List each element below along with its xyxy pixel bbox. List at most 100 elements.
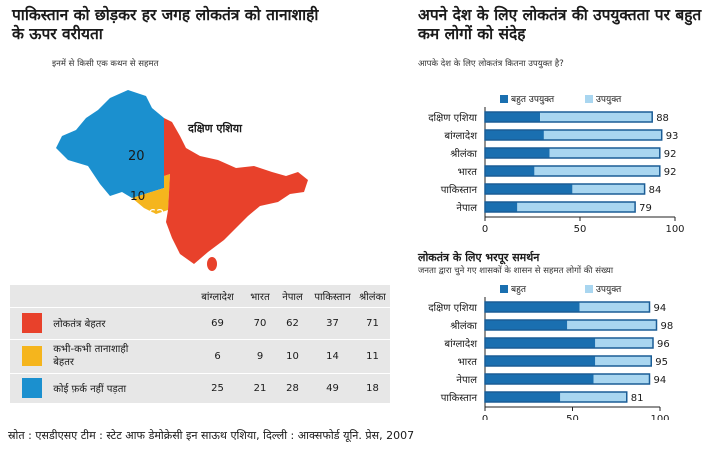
table-cell: 62 <box>286 317 299 329</box>
category-label: पाकिस्तान <box>441 392 478 404</box>
bar-segment-light <box>543 130 662 140</box>
bar-total-label: 95 <box>655 357 668 368</box>
bar-segment-dark <box>485 320 568 330</box>
bar-total-label: 93 <box>666 131 679 142</box>
bar-segment-light <box>595 338 653 348</box>
bar-outline <box>484 201 636 213</box>
bar-outline <box>484 337 654 349</box>
category-label: नेपाल <box>456 374 477 386</box>
map-region-yellow <box>132 174 170 214</box>
bar-total-label: 84 <box>649 185 662 196</box>
map-value-blue: 20 <box>128 149 145 164</box>
legend-swatch-blue <box>22 378 42 399</box>
bar-segment-dark <box>485 130 544 140</box>
bar-outline <box>484 129 663 141</box>
map-value-red: 62 <box>148 208 165 223</box>
legend-swatch-yellow <box>22 346 42 366</box>
bar-segment-light <box>540 112 653 122</box>
table-cell: 18 <box>366 382 379 394</box>
bar-segment-dark <box>485 392 561 402</box>
bar-total-label: 98 <box>661 321 674 332</box>
left-subtitle: इनमें से किसी एक कथन से सहमत <box>52 59 159 69</box>
table-cell: 70 <box>253 317 267 329</box>
bar-segment-dark <box>485 184 573 194</box>
bar-segment-light <box>567 320 657 330</box>
chart1-subtitle: आपके देश के लिए लोकतंत्र कितना उपयुक्त ह… <box>418 59 564 69</box>
table-cell: 6 <box>214 350 221 362</box>
table-cell: 10 <box>286 350 299 362</box>
category-label: बांग्लादेश <box>444 338 477 350</box>
row-label: कोई फ़र्क नहीं पड़ता <box>53 384 127 396</box>
table-cell: 9 <box>256 350 264 362</box>
table-cell: 49 <box>326 382 339 394</box>
left-title-line2: के ऊपर वरीयता <box>12 25 103 43</box>
bar-total-label: 92 <box>664 167 677 178</box>
table-col-header: नेपाल <box>282 291 303 303</box>
map-value-yellow: 10 <box>130 189 145 203</box>
x-tick-label: 0 <box>482 414 488 420</box>
bar-segment-light <box>595 356 652 366</box>
x-tick-label: 50 <box>574 224 587 235</box>
x-tick-label: 0 <box>482 224 488 235</box>
table-col-header: भारत <box>250 291 270 303</box>
category-label: नेपाल <box>456 202 477 214</box>
bar-segment-light <box>549 148 660 158</box>
legend-swatch-dark <box>500 95 508 103</box>
bar-segment-light <box>579 302 650 312</box>
bar-segment-light <box>517 202 636 212</box>
category-label: भारत <box>458 357 478 368</box>
table-cell: 25 <box>211 382 224 394</box>
bar-segment-dark <box>485 112 541 122</box>
x-tick-label: 50 <box>566 414 579 420</box>
comparison-table-bg <box>10 285 390 403</box>
chart2-title: लोकतंत्र के लिए भरपूर समर्थन <box>418 251 540 264</box>
map-region-red <box>164 118 308 264</box>
left-title-line1: पाकिस्तान को छोड़कर हर जगह लोकतंत्र को त… <box>12 6 319 24</box>
chart1-title: अपने देश के लिए लोकतंत्र की उपयुक्तता पर… <box>418 6 702 43</box>
chart2-subtitle: जनता द्वारा चुने गए शासकों के शासन से सह… <box>418 266 614 276</box>
legend-label-light: उपयुक्त <box>596 285 622 295</box>
table-row: कभी-कभी तानाशाही बेहतर 6 9 10 14 11 <box>10 339 390 373</box>
legend-swatch-red <box>22 313 42 333</box>
table-cell: 71 <box>366 317 379 329</box>
bar-segment-dark <box>485 338 596 348</box>
table-col-header: पाकिस्तान <box>314 291 351 303</box>
bar-total-label: 81 <box>631 393 644 404</box>
category-label: भारत <box>458 167 478 178</box>
legend-label-dark: बहुत <box>511 285 527 295</box>
table-cell: 28 <box>286 382 299 394</box>
bar-total-label: 94 <box>654 375 667 386</box>
legend-swatch-light <box>585 285 593 293</box>
category-label: श्रीलंका <box>450 148 477 160</box>
chart1-svg: बहुत उपयुक्त उपयुक्त 0 50 100 दक्षिण एशिया 88 ब… <box>428 95 685 235</box>
row-label-line2: बेहतर <box>53 357 74 368</box>
x-tick-label: 100 <box>650 414 669 420</box>
bar-outline <box>484 111 653 123</box>
bar-outline <box>484 319 658 331</box>
bar-total-label: 79 <box>639 203 652 214</box>
bar-segment-light <box>593 374 650 384</box>
source-note: स्रोत : एसडीएसए टीम : स्टेट आफ डेमोक्रेस… <box>8 429 415 442</box>
bar-segment-dark <box>485 148 550 158</box>
chart2-svg: बहुत उपयुक्त 0 50 100 दक्षिण एशिया 94 श्रीलंका 9… <box>428 285 674 420</box>
table-cell: 21 <box>253 382 267 394</box>
bar-total-label: 88 <box>656 113 669 124</box>
legend-swatch-dark <box>500 285 508 293</box>
bar-outline <box>484 391 628 403</box>
table-cell: 69 <box>211 317 224 329</box>
category-label: दक्षिण एशिया <box>428 112 477 124</box>
table-col-header: बांग्लादेश <box>201 291 234 303</box>
map-label: दक्षिण एशिया <box>187 121 243 135</box>
bar-total-label: 92 <box>664 149 677 160</box>
table-row: लोकतंत्र बेहतर 69 70 62 37 71 <box>10 307 390 339</box>
bar-outline <box>484 183 646 195</box>
legend-swatch-light <box>585 95 593 103</box>
bar-total-label: 96 <box>657 339 670 350</box>
comparison-table: बांग्लादेश भारत नेपाल पाकिस्तान श्रीलंका… <box>10 285 390 403</box>
bar-segment-dark <box>485 202 518 212</box>
category-label: श्रीलंका <box>450 320 477 332</box>
south-asia-map: 20 10 62 दक्षिण एशिया <box>56 90 308 271</box>
bar-segment-light <box>560 392 627 402</box>
map-region-srilanka <box>207 257 217 271</box>
table-header-row: बांग्लादेश भारत नेपाल पाकिस्तान श्रीलंका <box>10 285 390 307</box>
